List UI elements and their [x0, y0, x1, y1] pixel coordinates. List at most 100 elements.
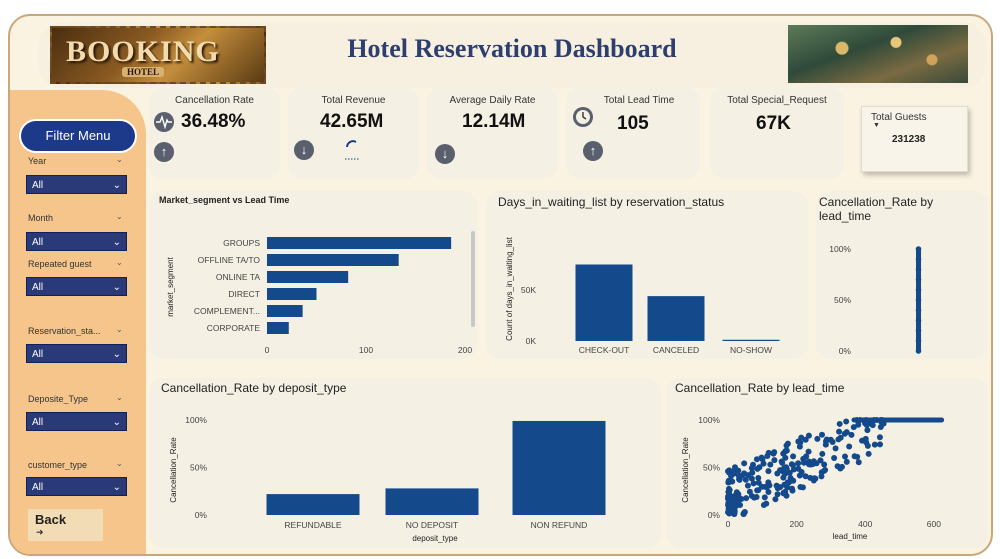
y-tick-label: OFFLINE TA/TO: [198, 255, 261, 265]
dropdown-icon[interactable]: ▼: [873, 122, 880, 129]
data-point: [848, 431, 855, 438]
data-point: [725, 479, 732, 486]
arrow-up-icon: ↑: [583, 141, 603, 161]
y-tick-label: 50%: [190, 463, 207, 473]
kpi-total-guests: Total Guests ▼ 231238: [861, 106, 968, 172]
y-tick-label: 100%: [185, 415, 207, 425]
data-point: [778, 458, 785, 465]
data-point: [763, 500, 770, 507]
chevron-down-icon[interactable]: ⌄: [116, 393, 123, 402]
y-tick-label: 0%: [839, 346, 852, 356]
data-point: [915, 276, 922, 283]
data-point: [732, 492, 739, 499]
data-point: [760, 460, 767, 467]
data-point: [841, 453, 848, 460]
year-select[interactable]: All ⌄: [26, 175, 127, 194]
chart-cancel-lead-small-card: Cancellation_Rate by lead_time 0% 50% 100%: [816, 191, 988, 359]
y-axis-title: market_segment: [166, 256, 175, 316]
data-point: [795, 460, 802, 467]
data-point: [821, 461, 828, 468]
reservation-status-select[interactable]: All ⌄: [26, 344, 127, 363]
data-point: [771, 457, 778, 464]
chevron-down-icon[interactable]: ⌄: [116, 258, 123, 267]
data-point: [915, 348, 922, 354]
deposit-type-select[interactable]: All ⌄: [26, 412, 127, 431]
data-point: [797, 484, 804, 491]
data-point: [748, 465, 755, 472]
y-tick-label: 50K: [521, 285, 536, 295]
customer-type-select[interactable]: All ⌄: [26, 477, 127, 496]
y-tick-label: 50%: [834, 295, 851, 305]
y-tick-label: GROUPS: [223, 238, 260, 248]
dashboard-frame: BOOKING HOTEL Hotel Reservation Dashboar…: [8, 14, 993, 556]
kpi-total-revenue: Total Revenue 42.65M ↓: [288, 87, 419, 179]
y-tick-label: CORPORATE: [207, 323, 261, 333]
data-point: [850, 424, 857, 431]
chart-title: Market_segment vs Lead Time: [159, 195, 290, 205]
chart-market-lead: GROUPS OFFLINE TA/TO ONLINE TA DIRECT COMPLE…: [166, 231, 475, 355]
chart-title: Days_in_waiting_list by reservation_stat…: [498, 195, 725, 209]
bar: [267, 237, 452, 249]
chevron-down-icon[interactable]: ⌄: [116, 325, 123, 334]
kpi-cancellation-rate: Cancellation Rate 36.48% ↑: [149, 87, 280, 179]
data-point: [871, 441, 878, 448]
kpi-average-daily-rate: Average Daily Rate 12.14M ↓: [427, 87, 558, 179]
back-arrow-icon: ➜: [36, 527, 44, 537]
data-point: [915, 297, 922, 303]
kpi-total-special-request: Total Special_Request 67K: [710, 87, 844, 179]
y-tick-label: 100%: [698, 415, 720, 425]
data-point: [750, 480, 757, 487]
data-point: [915, 256, 922, 262]
data-point: [915, 266, 922, 273]
chevron-down-icon: ⌄: [112, 282, 121, 293]
data-point: [790, 453, 797, 460]
month-select[interactable]: All ⌄: [26, 232, 127, 251]
chart-title: Cancellation_Rate by lead_time: [819, 195, 934, 223]
back-button[interactable]: Back ➜: [28, 509, 103, 541]
data-point: [879, 417, 886, 423]
kpi-label: Total Revenue: [321, 95, 386, 106]
chart-deposit-card: Cancellation_Rate by deposit_type 0% 50% 1…: [149, 378, 661, 548]
data-point: [846, 443, 853, 450]
data-point: [770, 450, 777, 457]
booking-logo: BOOKING HOTEL: [50, 26, 266, 84]
filter-label-year: Year: [28, 156, 47, 166]
bar: [575, 264, 633, 341]
repeated-guest-select[interactable]: All ⌄: [26, 277, 127, 296]
data-point: [805, 432, 812, 439]
filter-menu-button[interactable]: Filter Menu: [21, 121, 135, 151]
chevron-down-icon[interactable]: ⌄: [116, 212, 123, 221]
data-point: [725, 488, 732, 495]
data-point: [784, 484, 791, 491]
arrow-up-icon: ↑: [154, 142, 174, 162]
y-tick-label: 0%: [195, 510, 208, 520]
data-point: [787, 475, 794, 482]
bar: [267, 305, 303, 317]
chart-cancel-lead-large-card: Cancellation_Rate by lead_time 0% 50% 100%…: [666, 378, 988, 548]
chevron-down-icon[interactable]: ⌄: [116, 155, 123, 164]
data-point: [915, 307, 922, 313]
hotel-image: [788, 25, 968, 83]
header-bar: BOOKING HOTEL Hotel Reservation Dashboar…: [38, 22, 986, 88]
data-point: [855, 421, 862, 428]
data-point: [789, 485, 796, 492]
data-point: [802, 473, 809, 480]
data-point: [742, 476, 749, 483]
kpi-value: 42.65M: [320, 111, 384, 132]
data-point: [753, 456, 760, 463]
data-point: [831, 455, 838, 462]
bar: [267, 254, 399, 266]
kpi-value: 67K: [756, 113, 791, 134]
data-point: [754, 465, 761, 472]
data-point: [765, 468, 772, 475]
chevron-down-icon[interactable]: ⌄: [116, 459, 123, 468]
filter-label-reservation-status: Reservation_sta...: [28, 326, 101, 336]
y-tick-label: ONLINE TA: [216, 272, 260, 282]
deposit-type-select-value: All: [32, 417, 44, 428]
chart-market-lead-card: Market_segment vs Lead Time GROUPS OFFLIN…: [149, 191, 477, 359]
filter-sidebar: Filter Menu Year ⌄ All ⌄ Month ⌄ All ⌄ Rep…: [10, 90, 146, 554]
data-point: [832, 445, 839, 452]
filter-label-deposit-type: Deposite_Type: [28, 394, 89, 404]
repeated-guest-select-value: All: [32, 282, 44, 293]
scrollbar: [471, 231, 475, 327]
